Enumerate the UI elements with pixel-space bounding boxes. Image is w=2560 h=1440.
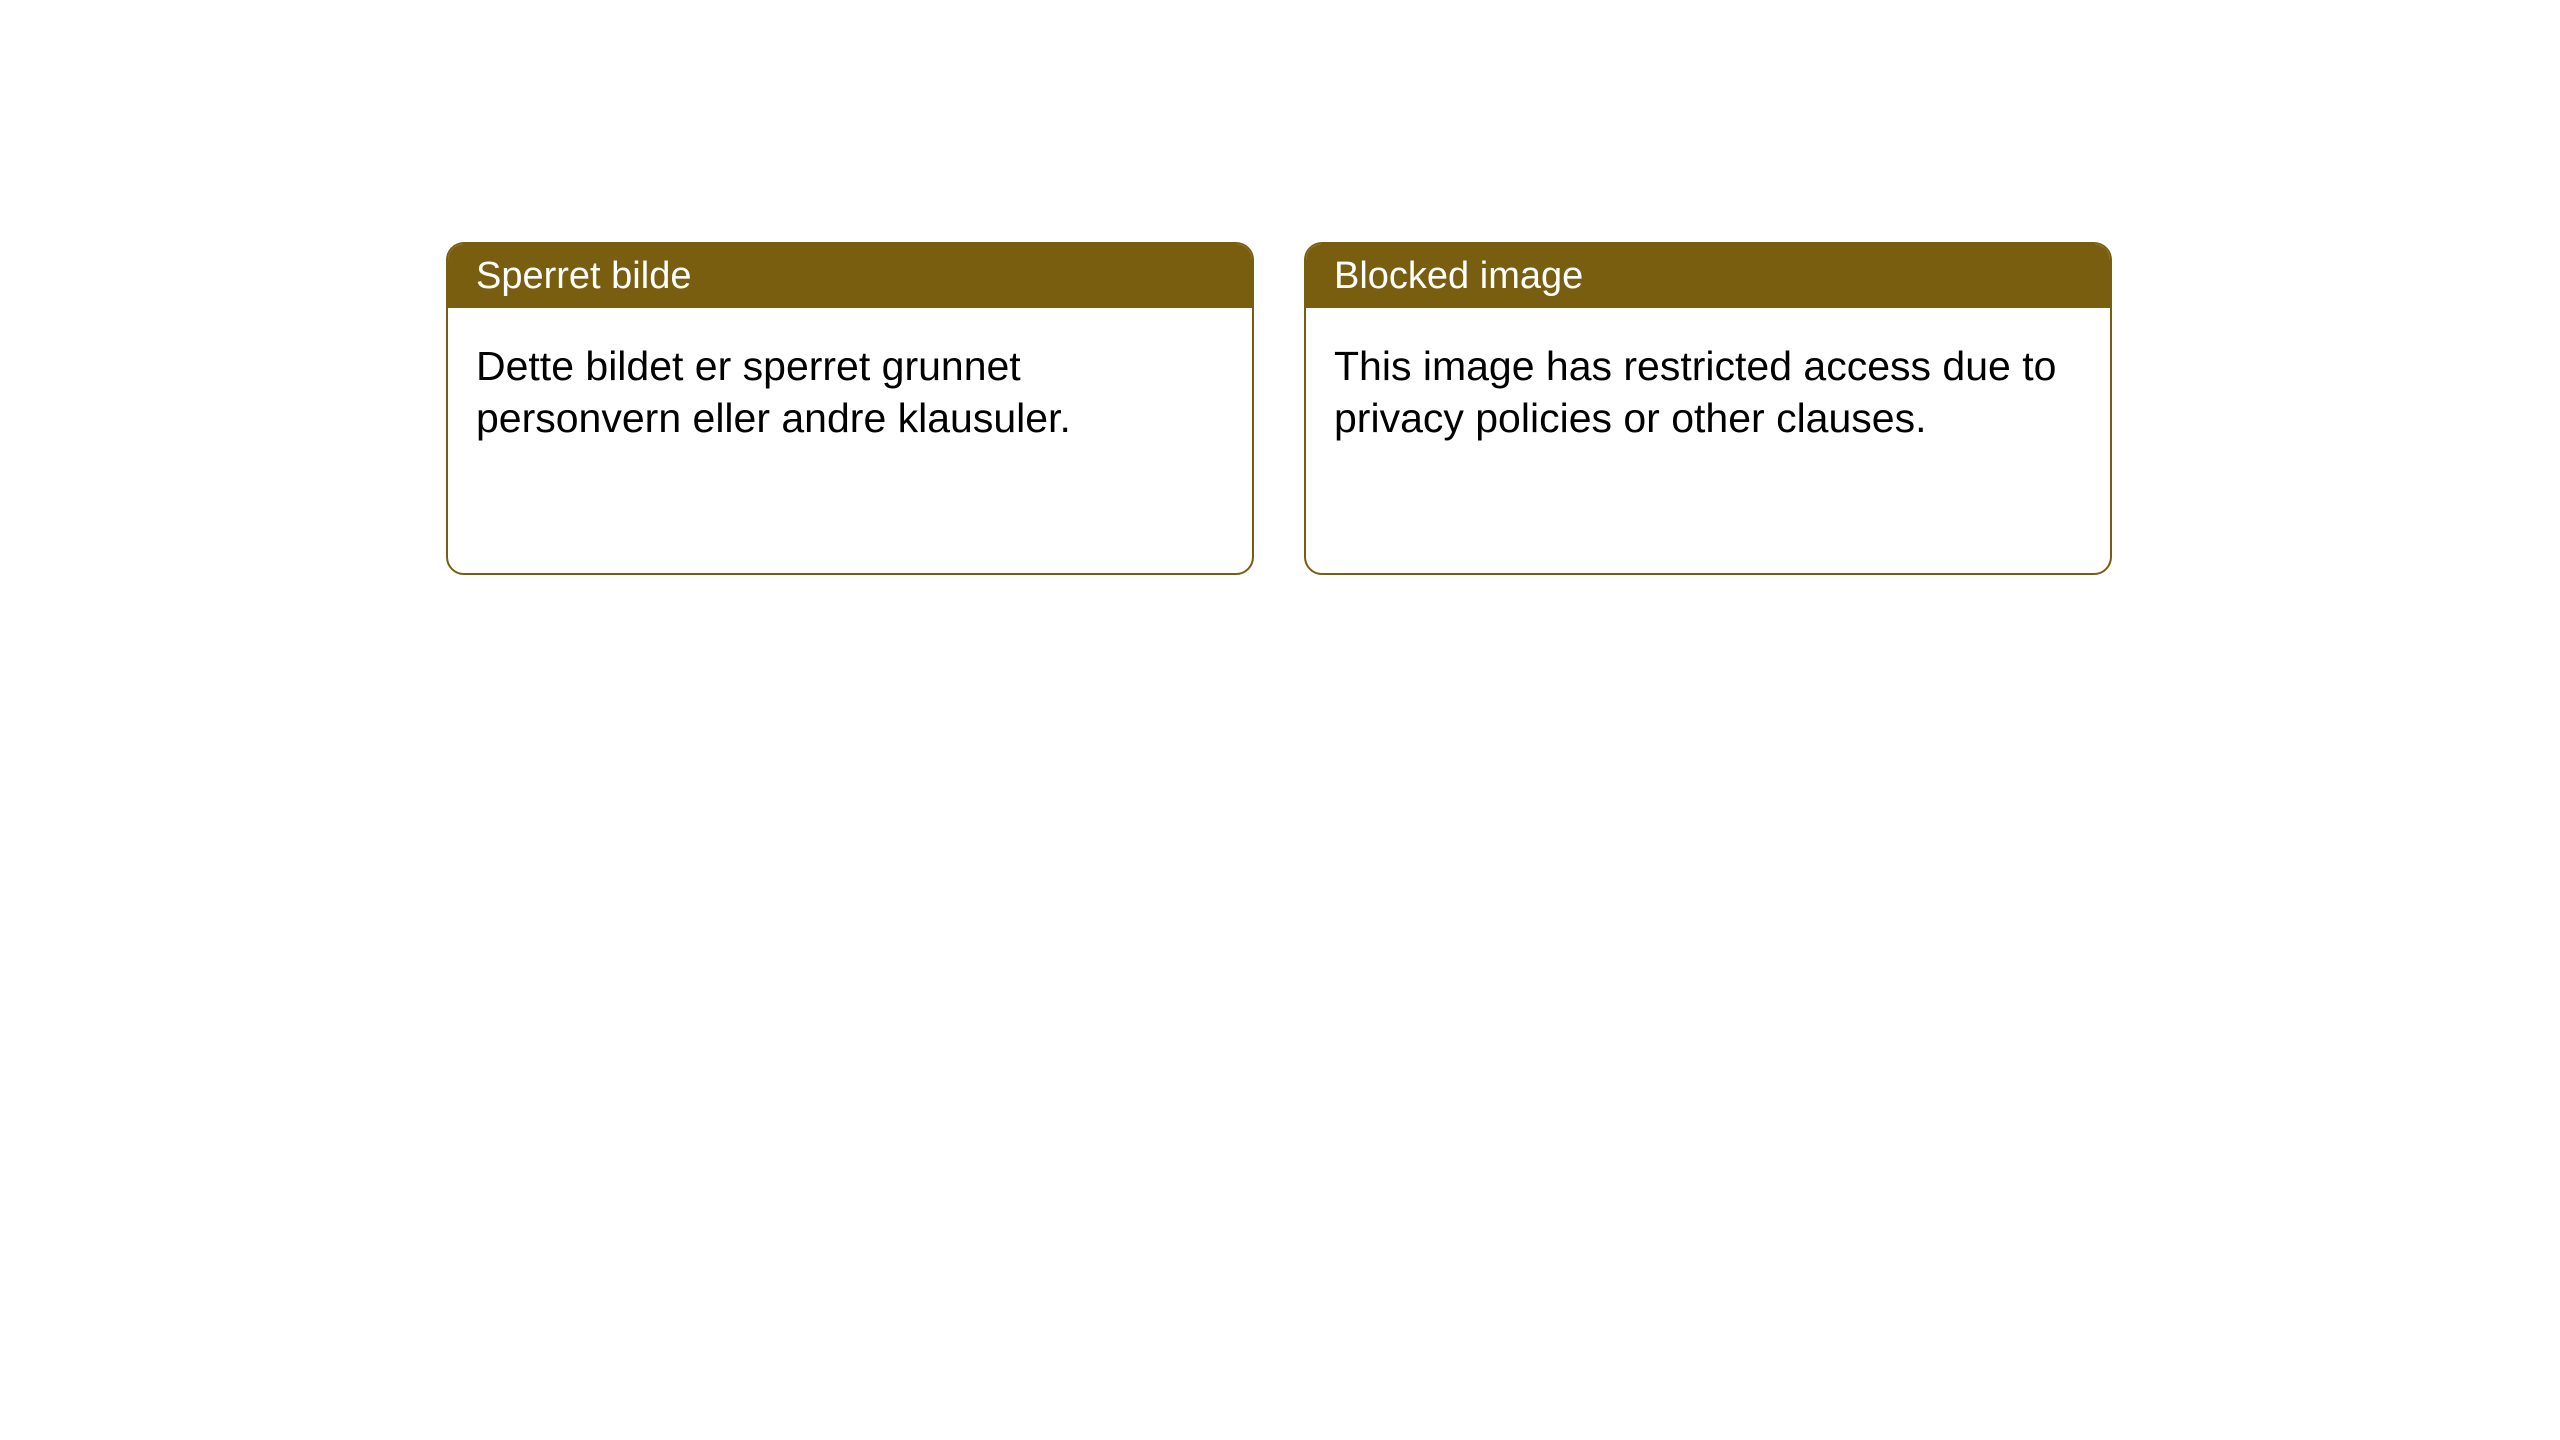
card-header: Sperret bilde	[448, 244, 1252, 308]
notice-card-norwegian: Sperret bilde Dette bildet er sperret gr…	[446, 242, 1254, 575]
card-header: Blocked image	[1306, 244, 2110, 308]
card-message: This image has restricted access due to …	[1334, 343, 2056, 441]
card-title: Blocked image	[1334, 255, 1583, 297]
notice-card-english: Blocked image This image has restricted …	[1304, 242, 2112, 575]
card-body: This image has restricted access due to …	[1306, 308, 2110, 476]
card-title: Sperret bilde	[476, 255, 691, 297]
card-body: Dette bildet er sperret grunnet personve…	[448, 308, 1252, 476]
card-message: Dette bildet er sperret grunnet personve…	[476, 343, 1071, 441]
notice-container: Sperret bilde Dette bildet er sperret gr…	[446, 242, 2112, 575]
